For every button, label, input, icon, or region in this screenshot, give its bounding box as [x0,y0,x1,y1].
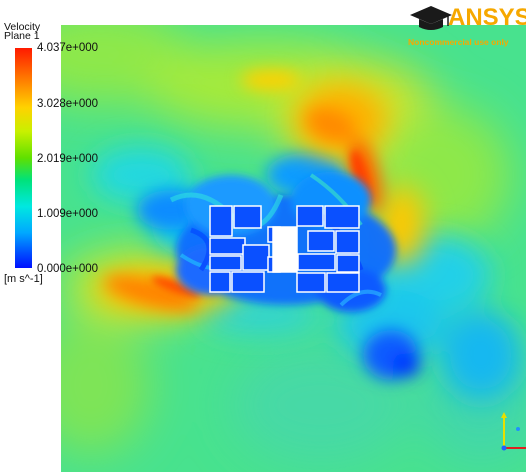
legend-level-3: 3.028e+000 [37,98,99,110]
velocity-contour-plot [61,25,526,472]
graduation-cap-icon [410,6,452,30]
building-footprint [209,205,360,293]
legend-level-max: 4.037e+000 [37,42,99,54]
legend-colorbar [15,48,32,268]
legend-level-2: 2.019e+000 [37,153,99,165]
legend-unit-label: [m s^-1] [4,273,43,285]
legend-location-label: Plane 1 [4,30,40,42]
contour-field [61,25,526,472]
legend-variable-label: Velocity [4,21,41,33]
legend-level-min: 0.000e+000 [37,263,99,275]
logo-brand-text: ANSYS [448,4,526,31]
legend-level-1: 1.009e+000 [37,208,99,220]
ansys-logo: ANSYS Noncommercial use only [408,0,526,58]
axis-triad-icon [501,412,526,451]
logo-license-text: Noncommercial use only [408,37,509,47]
